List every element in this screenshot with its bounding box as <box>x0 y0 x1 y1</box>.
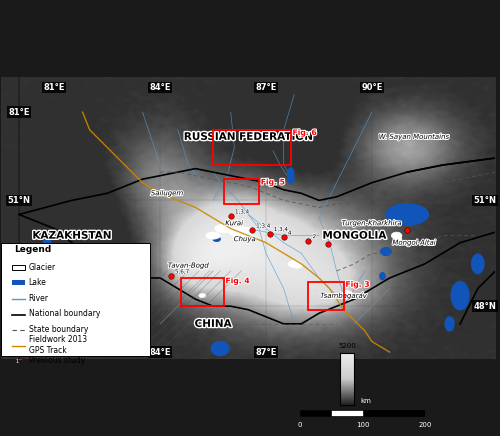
Ellipse shape <box>215 224 232 233</box>
Text: 87°E: 87°E <box>256 347 276 357</box>
Text: 87°E: 87°E <box>256 83 276 92</box>
Text: 5,6,7: 5,6,7 <box>175 269 189 274</box>
Text: Tavan-Bogd: Tavan-Bogd <box>168 262 209 269</box>
Ellipse shape <box>386 204 428 225</box>
Text: Lake: Lake <box>28 279 46 287</box>
Bar <box>308 282 344 310</box>
Ellipse shape <box>395 236 402 242</box>
Text: 2: 2 <box>312 234 316 239</box>
Ellipse shape <box>212 341 229 356</box>
Ellipse shape <box>452 282 469 310</box>
Text: Fig. 5: Fig. 5 <box>261 177 285 187</box>
Text: 0: 0 <box>298 422 302 428</box>
Text: 200: 200 <box>418 422 432 428</box>
Ellipse shape <box>380 248 392 255</box>
Text: 0 m a.s.l: 0 m a.s.l <box>332 412 362 418</box>
Text: Fig. 3: Fig. 3 <box>346 280 370 289</box>
Ellipse shape <box>380 272 385 280</box>
Text: 100: 100 <box>356 422 369 428</box>
Bar <box>224 179 259 204</box>
Text: km: km <box>360 398 371 404</box>
Text: 51°N: 51°N <box>474 196 496 205</box>
Ellipse shape <box>472 254 484 273</box>
Ellipse shape <box>34 257 40 263</box>
Ellipse shape <box>445 317 454 331</box>
Text: 5200: 5200 <box>338 343 356 349</box>
Ellipse shape <box>288 260 300 267</box>
Bar <box>362 410 425 416</box>
Text: 84°E: 84°E <box>150 83 171 92</box>
Text: 1,3,4: 1,3,4 <box>274 227 288 232</box>
Text: W. Sayan Mountains: W. Sayan Mountains <box>379 134 450 140</box>
Text: 4: 4 <box>288 231 292 235</box>
Text: Mongol-Altai: Mongol-Altai <box>392 240 436 246</box>
Text: 1,3,4: 1,3,4 <box>235 209 249 215</box>
Text: River: River <box>28 294 48 303</box>
Text: Fig. 6: Fig. 6 <box>292 128 316 137</box>
Text: MONGOLIA: MONGOLIA <box>322 231 386 241</box>
Bar <box>300 410 362 416</box>
Text: 1,3,4: 1,3,4 <box>256 224 270 228</box>
Text: Kurai: Kurai <box>225 220 244 226</box>
Text: 81°E: 81°E <box>8 108 30 117</box>
Text: Previous study: Previous study <box>28 356 85 365</box>
Text: 81°E: 81°E <box>44 83 65 92</box>
Text: 48°N: 48°N <box>474 302 496 311</box>
Text: 90°E: 90°E <box>361 83 382 92</box>
Ellipse shape <box>206 232 220 239</box>
Text: 48°N: 48°N <box>8 302 30 311</box>
Text: KAZAKHSTAN: KAZAKHSTAN <box>32 231 112 241</box>
FancyBboxPatch shape <box>12 280 24 285</box>
Ellipse shape <box>294 263 302 268</box>
Text: 51°N: 51°N <box>8 196 30 205</box>
Text: 1: 1 <box>16 359 19 364</box>
Text: 84°E: 84°E <box>150 347 171 357</box>
Text: Glacier: Glacier <box>28 263 56 272</box>
Bar <box>331 410 362 416</box>
Text: State boundary: State boundary <box>28 325 88 334</box>
Ellipse shape <box>44 236 51 249</box>
Text: Chuya: Chuya <box>234 236 256 242</box>
FancyBboxPatch shape <box>12 265 24 269</box>
FancyBboxPatch shape <box>2 243 150 356</box>
Text: Fieldwork 2013
GPS Track: Fieldwork 2013 GPS Track <box>28 335 86 355</box>
Text: RUSSIAN FEDERATION: RUSSIAN FEDERATION <box>184 132 313 142</box>
Bar <box>213 130 290 165</box>
Text: Legend: Legend <box>14 245 51 255</box>
Text: CHINA: CHINA <box>194 319 232 329</box>
Bar <box>182 278 224 306</box>
Text: National boundary: National boundary <box>28 310 100 318</box>
Bar <box>300 410 331 416</box>
Ellipse shape <box>288 168 294 184</box>
Ellipse shape <box>199 293 206 298</box>
Ellipse shape <box>392 232 402 239</box>
Ellipse shape <box>342 291 352 297</box>
Ellipse shape <box>229 227 254 238</box>
Text: Turgen-Kharkhira: Turgen-Kharkhira <box>342 220 402 226</box>
Ellipse shape <box>213 237 220 241</box>
Text: Tsambagaráv: Tsambagaráv <box>320 293 367 299</box>
Text: Fig. 4: Fig. 4 <box>226 276 250 285</box>
Text: Sailugem: Sailugem <box>151 190 184 196</box>
